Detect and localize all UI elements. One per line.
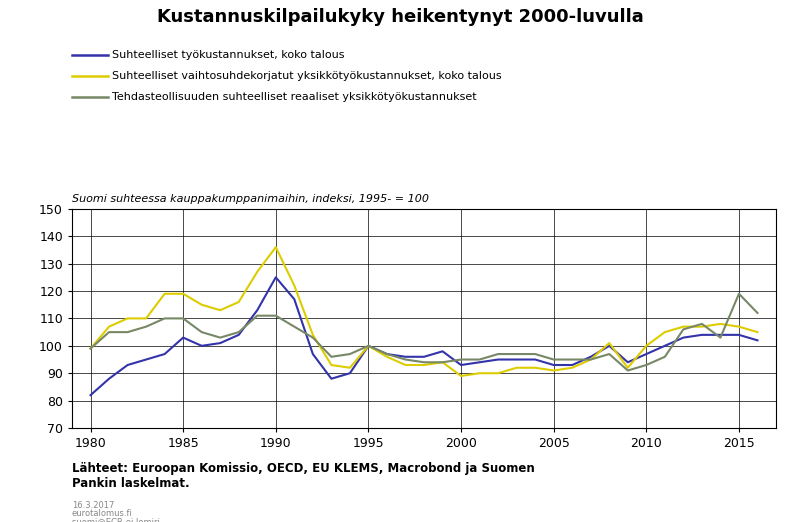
Text: Kustannuskilpailukyky heikentynyt 2000-luvulla: Kustannuskilpailukyky heikentynyt 2000-l… xyxy=(157,8,643,26)
Text: eurotalomus.fi: eurotalomus.fi xyxy=(72,509,133,518)
Text: Tehdasteollisuuden suhteelliset reaaliset yksikkötyökustannukset: Tehdasteollisuuden suhteelliset reaalise… xyxy=(112,91,477,102)
Text: 16.3.2017: 16.3.2017 xyxy=(72,501,114,510)
Text: Suomi suhteessa kauppakumppanimaihin, indeksi, 1995- = 100: Suomi suhteessa kauppakumppanimaihin, in… xyxy=(72,194,429,205)
Text: Suhteelliset työkustannukset, koko talous: Suhteelliset työkustannukset, koko talou… xyxy=(112,50,345,60)
Text: Lähteet: Euroopan Komissio, OECD, EU KLEMS, Macrobond ja Suomen
Pankin laskelmat: Lähteet: Euroopan Komissio, OECD, EU KLE… xyxy=(72,462,534,490)
Text: suomi@ECB-ei lomiri: suomi@ECB-ei lomiri xyxy=(72,517,160,522)
Text: Suhteelliset vaihtosuhdekorjatut yksikkötyökustannukset, koko talous: Suhteelliset vaihtosuhdekorjatut yksikkö… xyxy=(112,70,502,81)
